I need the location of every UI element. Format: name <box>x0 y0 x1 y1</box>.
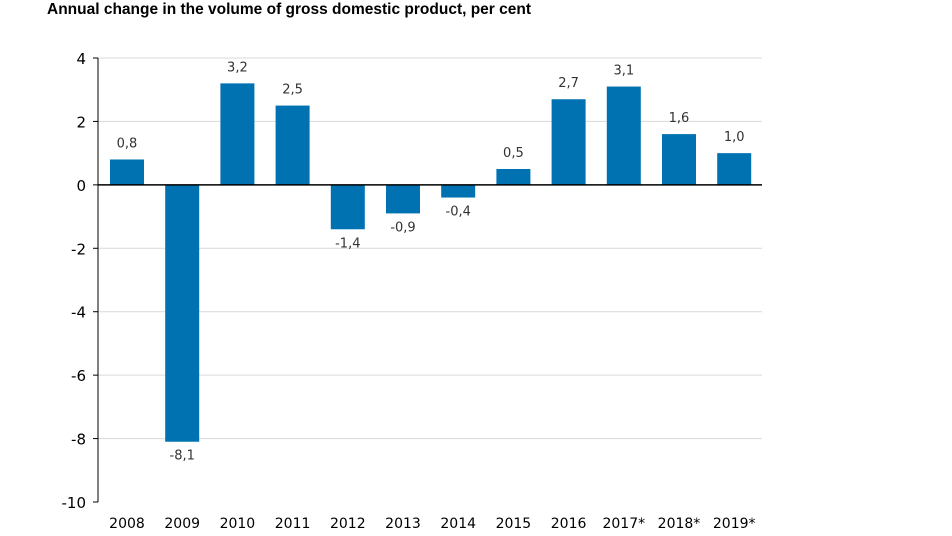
y-tick-label: -6 <box>71 367 86 385</box>
x-tick-label: 2016 <box>551 516 587 532</box>
bar <box>220 83 255 185</box>
bar <box>662 134 696 185</box>
data-label: 3,2 <box>227 60 248 75</box>
y-tick-label: -8 <box>71 431 86 449</box>
data-label: 1,6 <box>669 111 690 126</box>
y-tick-label: -2 <box>71 240 86 258</box>
x-tick-label: 2013 <box>385 516 421 532</box>
x-tick-label: 2011 <box>275 516 311 532</box>
y-tick-label: 0 <box>76 177 86 195</box>
x-tick-label: 2019* <box>713 516 756 532</box>
x-tick-label: 2012 <box>330 516 366 532</box>
x-tick-label: 2008 <box>109 516 145 532</box>
data-label: 0,5 <box>503 146 524 161</box>
bar <box>165 184 200 442</box>
data-label: 0,8 <box>117 136 138 151</box>
bar <box>441 184 476 198</box>
bar <box>386 184 420 214</box>
x-tick-label: 2017* <box>602 516 645 532</box>
x-tick-label: 2015 <box>496 516 532 532</box>
bar <box>717 153 752 185</box>
data-label: -8,1 <box>170 449 195 464</box>
x-tick-label: 2018* <box>658 516 701 532</box>
data-label: 2,7 <box>558 76 579 91</box>
chart-title: Annual change in the volume of gross dom… <box>47 1 532 18</box>
bar <box>275 105 310 185</box>
bar <box>551 99 586 185</box>
data-label: 1,0 <box>724 130 745 145</box>
y-tick-label: -10 <box>62 494 87 512</box>
bar <box>496 169 531 185</box>
data-label: -0,9 <box>390 220 415 235</box>
x-tick-label: 2014 <box>440 516 476 532</box>
y-tick-label: 2 <box>76 113 86 131</box>
y-tick-label: 4 <box>76 50 86 68</box>
x-tick-label: 2010 <box>220 516 256 532</box>
data-label: -0,4 <box>446 205 471 220</box>
data-label: 3,1 <box>613 64 634 79</box>
x-tick-label: 2009 <box>164 516 200 532</box>
y-tick-label: -4 <box>71 304 86 322</box>
data-label: -1,4 <box>335 236 360 251</box>
bar <box>110 159 144 185</box>
data-label: 2,5 <box>282 83 303 98</box>
bar <box>606 86 641 185</box>
bar <box>330 184 365 230</box>
